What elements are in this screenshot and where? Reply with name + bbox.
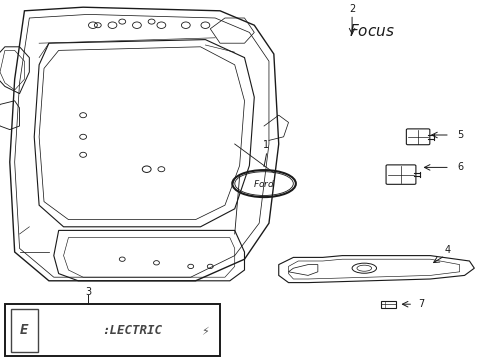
Text: 3: 3 [85, 287, 91, 297]
Text: 4: 4 [444, 245, 449, 255]
Bar [381, 301, 395, 308]
Text: E: E [20, 323, 28, 337]
Bar [5, 304, 220, 356]
Text: 7: 7 [417, 299, 424, 309]
Text: $\mathit{Ford}$: $\mathit{Ford}$ [252, 178, 275, 189]
Text: :LECTRIC: :LECTRIC [102, 324, 162, 337]
Text: 6: 6 [456, 162, 463, 172]
Text: 1: 1 [263, 140, 269, 150]
Text: ⚡: ⚡ [201, 327, 209, 337]
Text: 2: 2 [348, 4, 354, 14]
Bar [11, 309, 38, 352]
Text: $\mathit{Focus}$: $\mathit{Focus}$ [348, 23, 394, 39]
Text: 5: 5 [456, 130, 463, 140]
